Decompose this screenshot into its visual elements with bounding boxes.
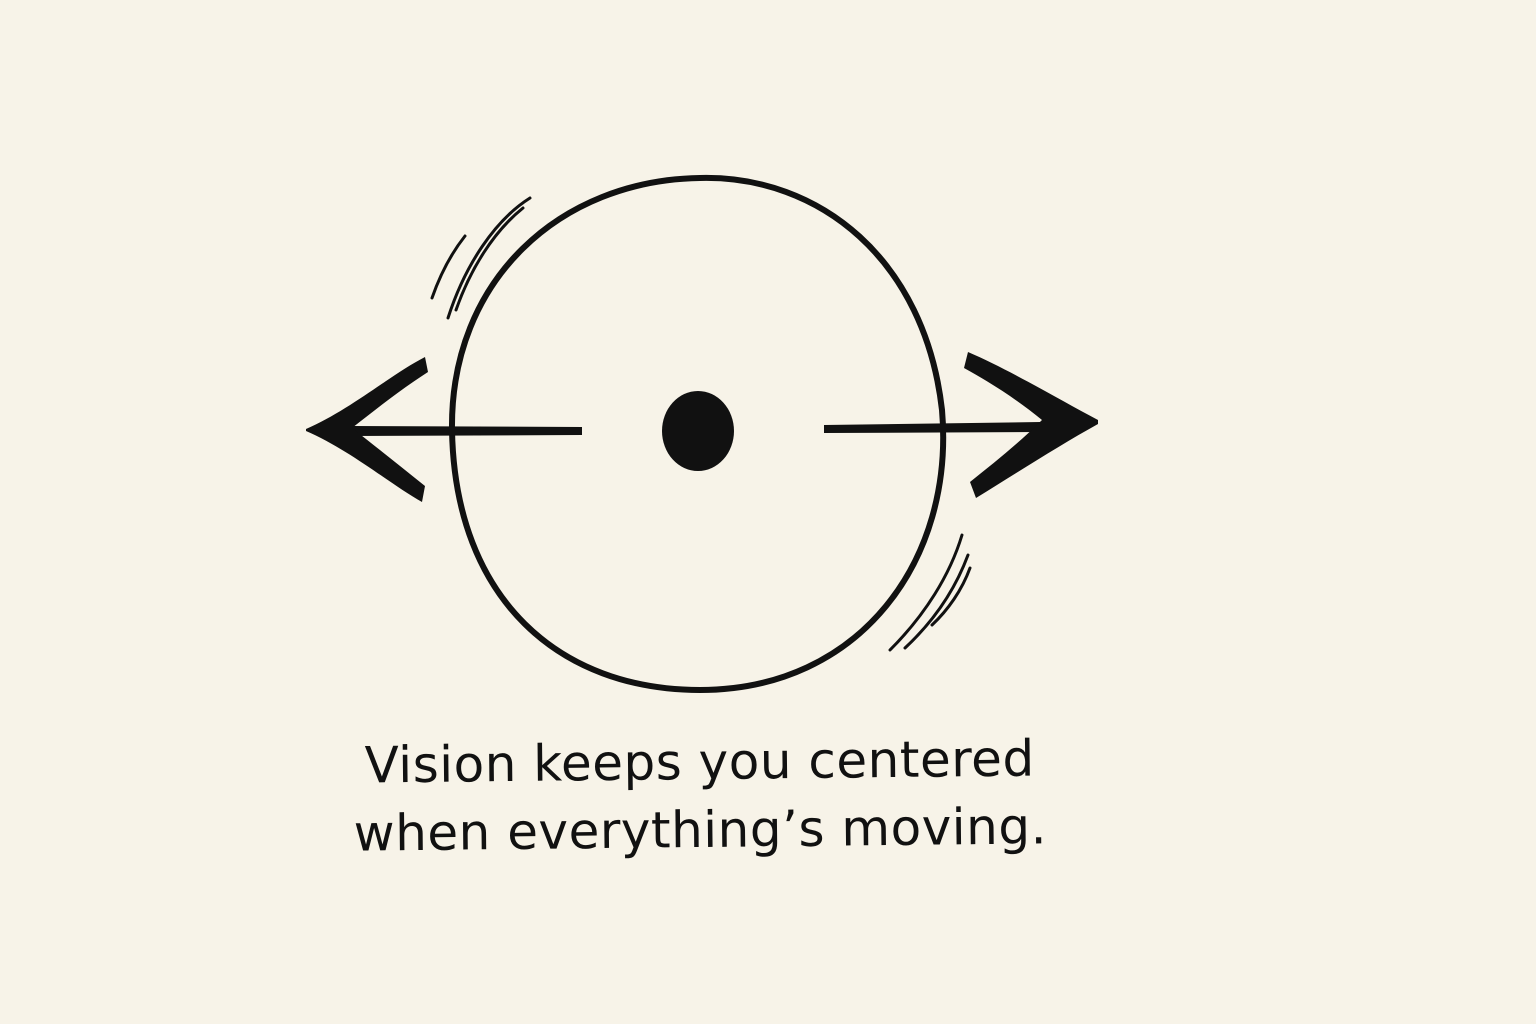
caption: Vision keeps you centered when everythin… — [299, 724, 1100, 868]
left-arrow — [306, 357, 582, 502]
motion-lines-upper-left — [430, 196, 532, 320]
caption-line-1: Vision keeps you centered — [364, 729, 1035, 795]
right-arrow — [824, 352, 1098, 498]
caption-line-2: when everything’s moving. — [353, 797, 1048, 863]
outer-circle — [448, 174, 947, 693]
motion-lines-lower-right — [888, 533, 972, 652]
center-dot — [662, 391, 734, 471]
